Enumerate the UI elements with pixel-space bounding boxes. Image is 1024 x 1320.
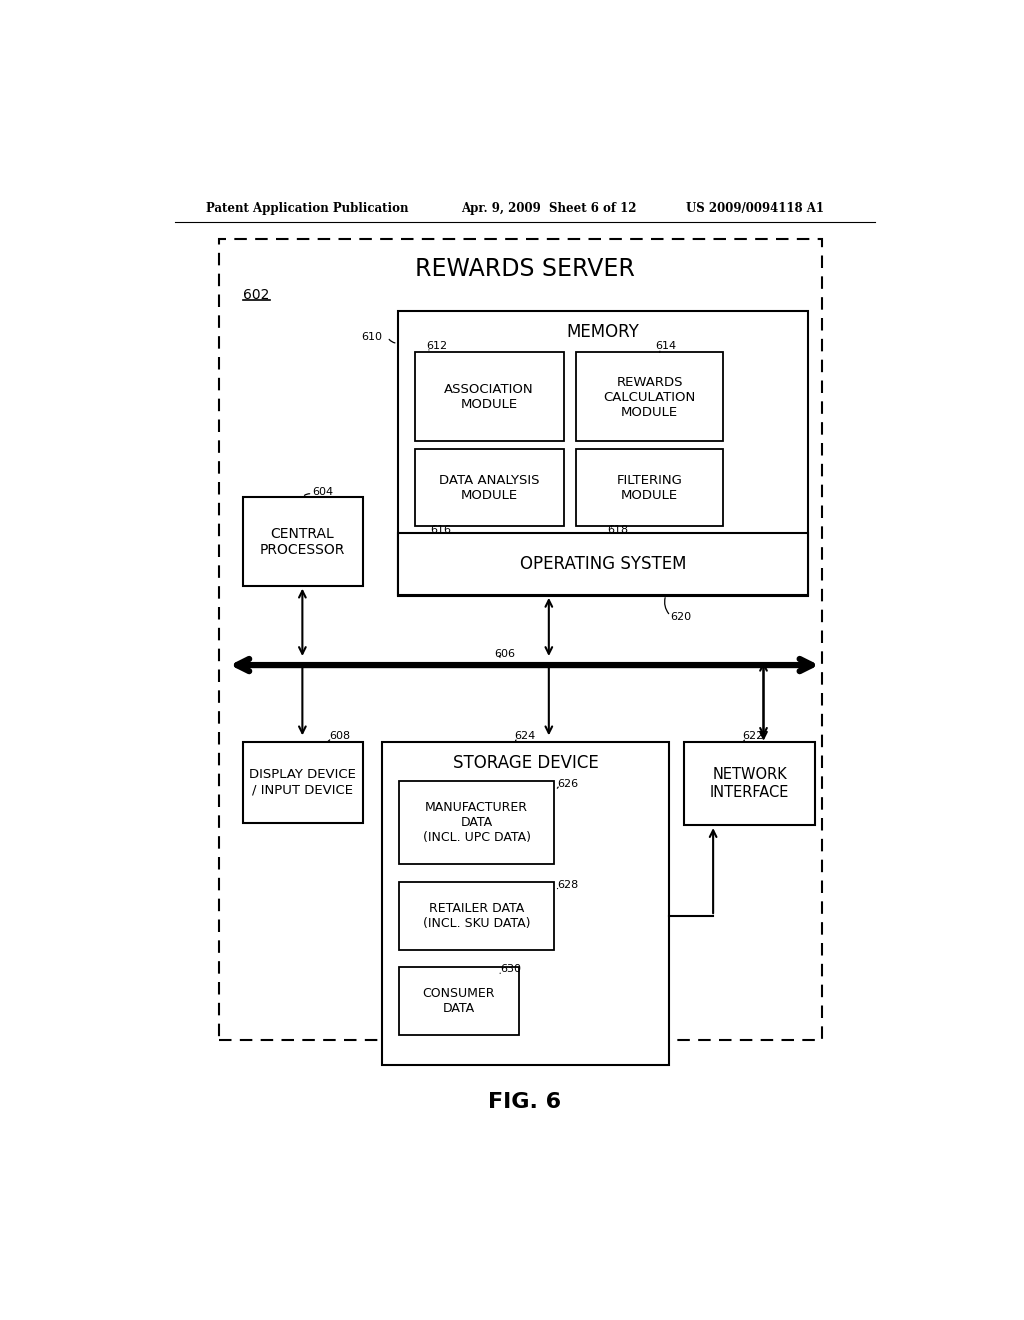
Text: ASSOCIATION
MODULE: ASSOCIATION MODULE	[444, 383, 534, 411]
Text: 610: 610	[361, 333, 382, 342]
Text: 630: 630	[500, 964, 521, 974]
Text: Apr. 9, 2009  Sheet 6 of 12: Apr. 9, 2009 Sheet 6 of 12	[461, 202, 637, 215]
Text: Patent Application Publication: Patent Application Publication	[206, 202, 408, 215]
Bar	[399, 780, 554, 863]
Text: STORAGE DEVICE: STORAGE DEVICE	[453, 754, 598, 772]
Bar	[415, 449, 563, 527]
Text: CONSUMER
DATA: CONSUMER DATA	[423, 987, 496, 1015]
Text: 626: 626	[557, 779, 579, 788]
Text: 624: 624	[514, 731, 536, 741]
Bar	[575, 352, 723, 441]
Text: 622: 622	[742, 731, 764, 741]
Bar	[397, 312, 809, 595]
Bar	[399, 882, 554, 950]
Text: DISPLAY DEVICE
/ INPUT DEVICE: DISPLAY DEVICE / INPUT DEVICE	[249, 768, 355, 796]
Text: 614: 614	[655, 342, 676, 351]
Text: MANUFACTURER
DATA
(INCL. UPC DATA): MANUFACTURER DATA (INCL. UPC DATA)	[423, 801, 530, 843]
Bar	[382, 742, 669, 1065]
Bar	[684, 742, 815, 825]
Text: MEMORY: MEMORY	[566, 323, 640, 342]
Text: 620: 620	[671, 611, 691, 622]
Text: CENTRAL
PROCESSOR: CENTRAL PROCESSOR	[260, 527, 345, 557]
Text: 616: 616	[430, 524, 452, 535]
Bar	[219, 239, 822, 1040]
Text: REWARDS SERVER: REWARDS SERVER	[415, 256, 635, 281]
Text: 602: 602	[243, 289, 269, 302]
Bar	[397, 533, 809, 595]
Bar	[575, 449, 723, 527]
Text: US 2009/0094118 A1: US 2009/0094118 A1	[686, 202, 824, 215]
Text: 606: 606	[494, 648, 515, 659]
Text: OPERATING SYSTEM: OPERATING SYSTEM	[520, 556, 686, 573]
Bar	[243, 498, 362, 586]
Text: 618: 618	[607, 524, 628, 535]
Text: FIG. 6: FIG. 6	[488, 1092, 561, 1111]
Bar	[415, 352, 563, 441]
Text: 612: 612	[426, 342, 447, 351]
Text: NETWORK
INTERFACE: NETWORK INTERFACE	[710, 767, 790, 800]
Bar	[243, 742, 362, 822]
Text: REWARDS
CALCULATION
MODULE: REWARDS CALCULATION MODULE	[603, 376, 695, 418]
Text: 628: 628	[557, 879, 579, 890]
Text: RETAILER DATA
(INCL. SKU DATA): RETAILER DATA (INCL. SKU DATA)	[423, 902, 530, 931]
Text: 608: 608	[330, 731, 350, 741]
Text: DATA ANALYSIS
MODULE: DATA ANALYSIS MODULE	[439, 474, 540, 502]
Text: FILTERING
MODULE: FILTERING MODULE	[616, 474, 683, 502]
Text: 604: 604	[312, 487, 334, 496]
Bar	[399, 966, 519, 1035]
